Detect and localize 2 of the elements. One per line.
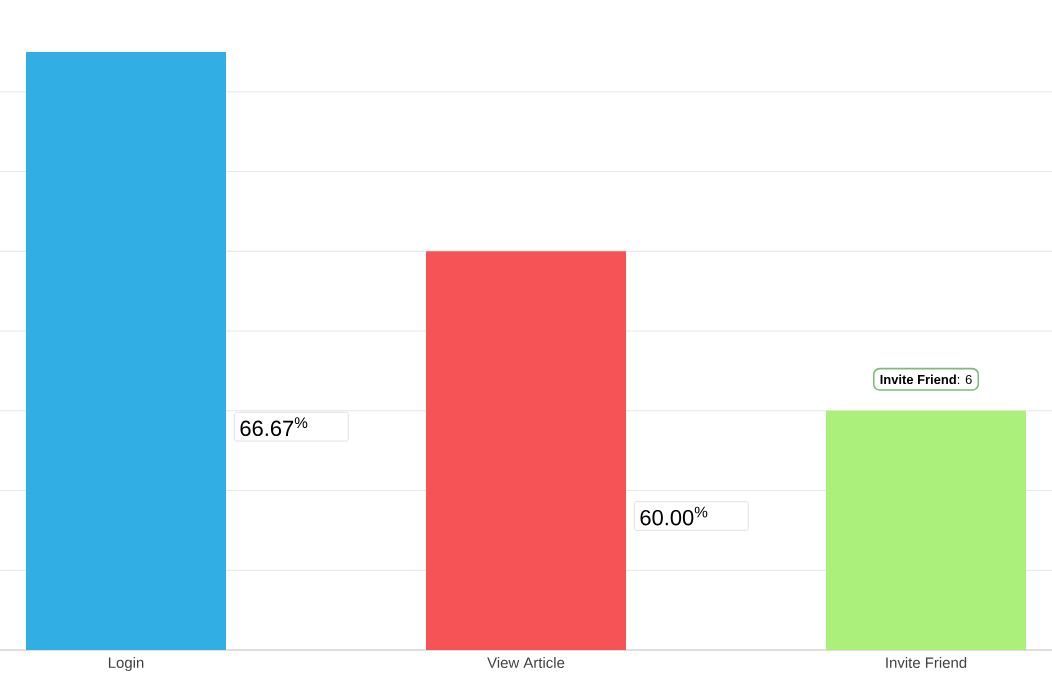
annotation: 60.00$^{%}$ <box>640 506 708 526</box>
annotation: 66.67$^{%}$ <box>240 417 308 437</box>
